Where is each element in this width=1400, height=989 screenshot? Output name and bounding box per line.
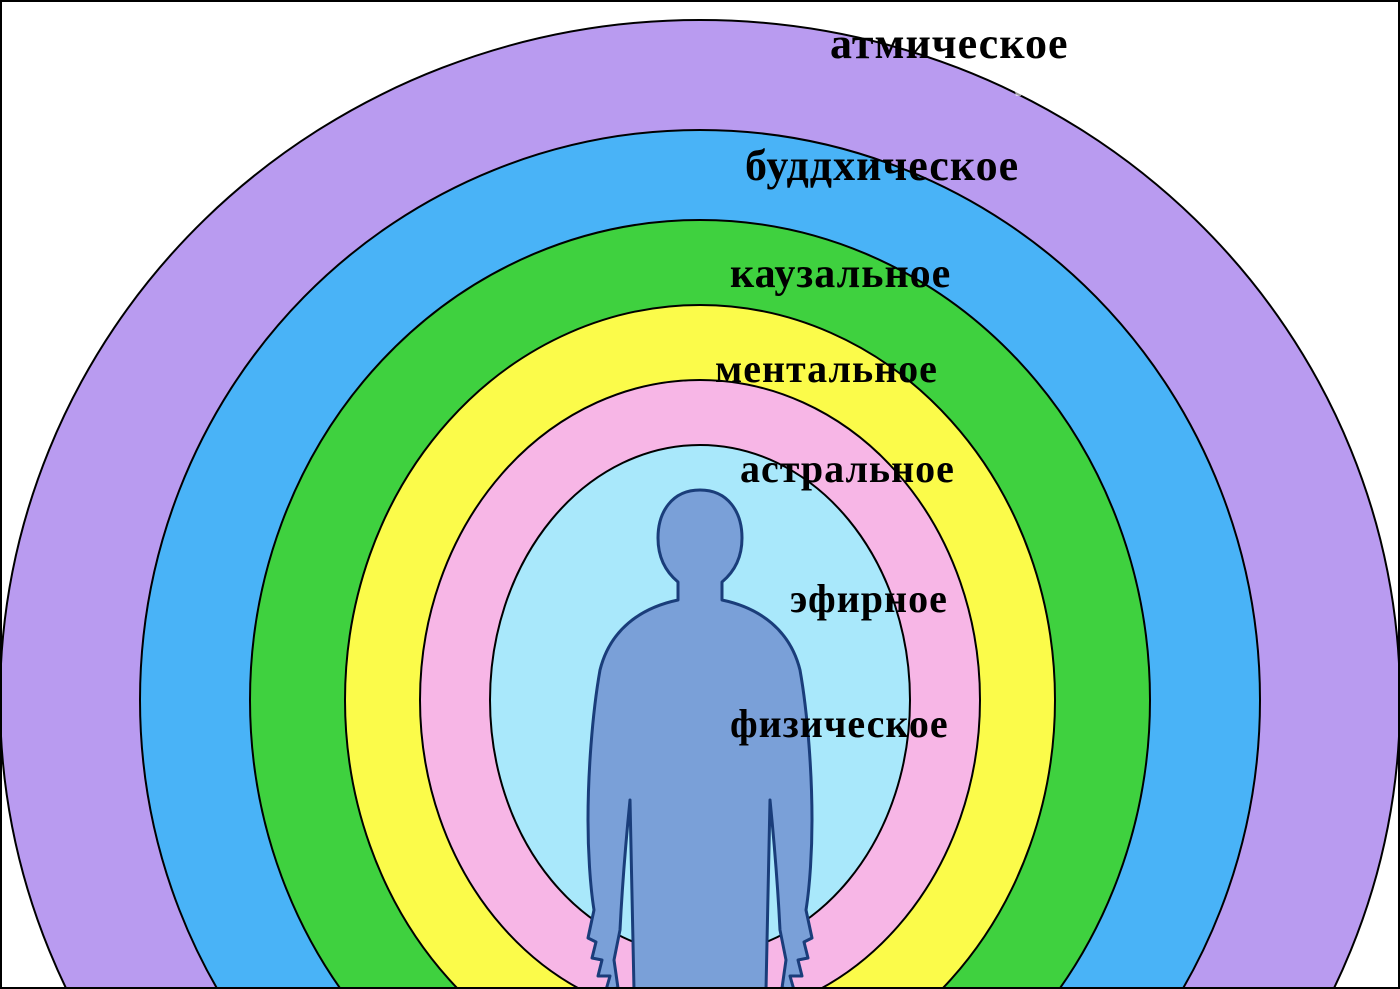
label-astral: астральное <box>740 445 955 492</box>
label-causal: каузальное <box>730 250 951 298</box>
watermark-text: VK.CO <box>1010 70 1115 104</box>
label-atmic: атмическое <box>830 18 1069 69</box>
label-buddhic: буддхическое <box>745 140 1019 191</box>
label-mental: ментальное <box>715 345 938 392</box>
label-physical: физическое <box>730 700 949 747</box>
label-etheric: эфирное <box>790 575 948 622</box>
diagram-stage: VK.CO атмическое буддхическое каузальное ме… <box>0 0 1400 989</box>
aura-diagram-svg <box>0 0 1400 989</box>
